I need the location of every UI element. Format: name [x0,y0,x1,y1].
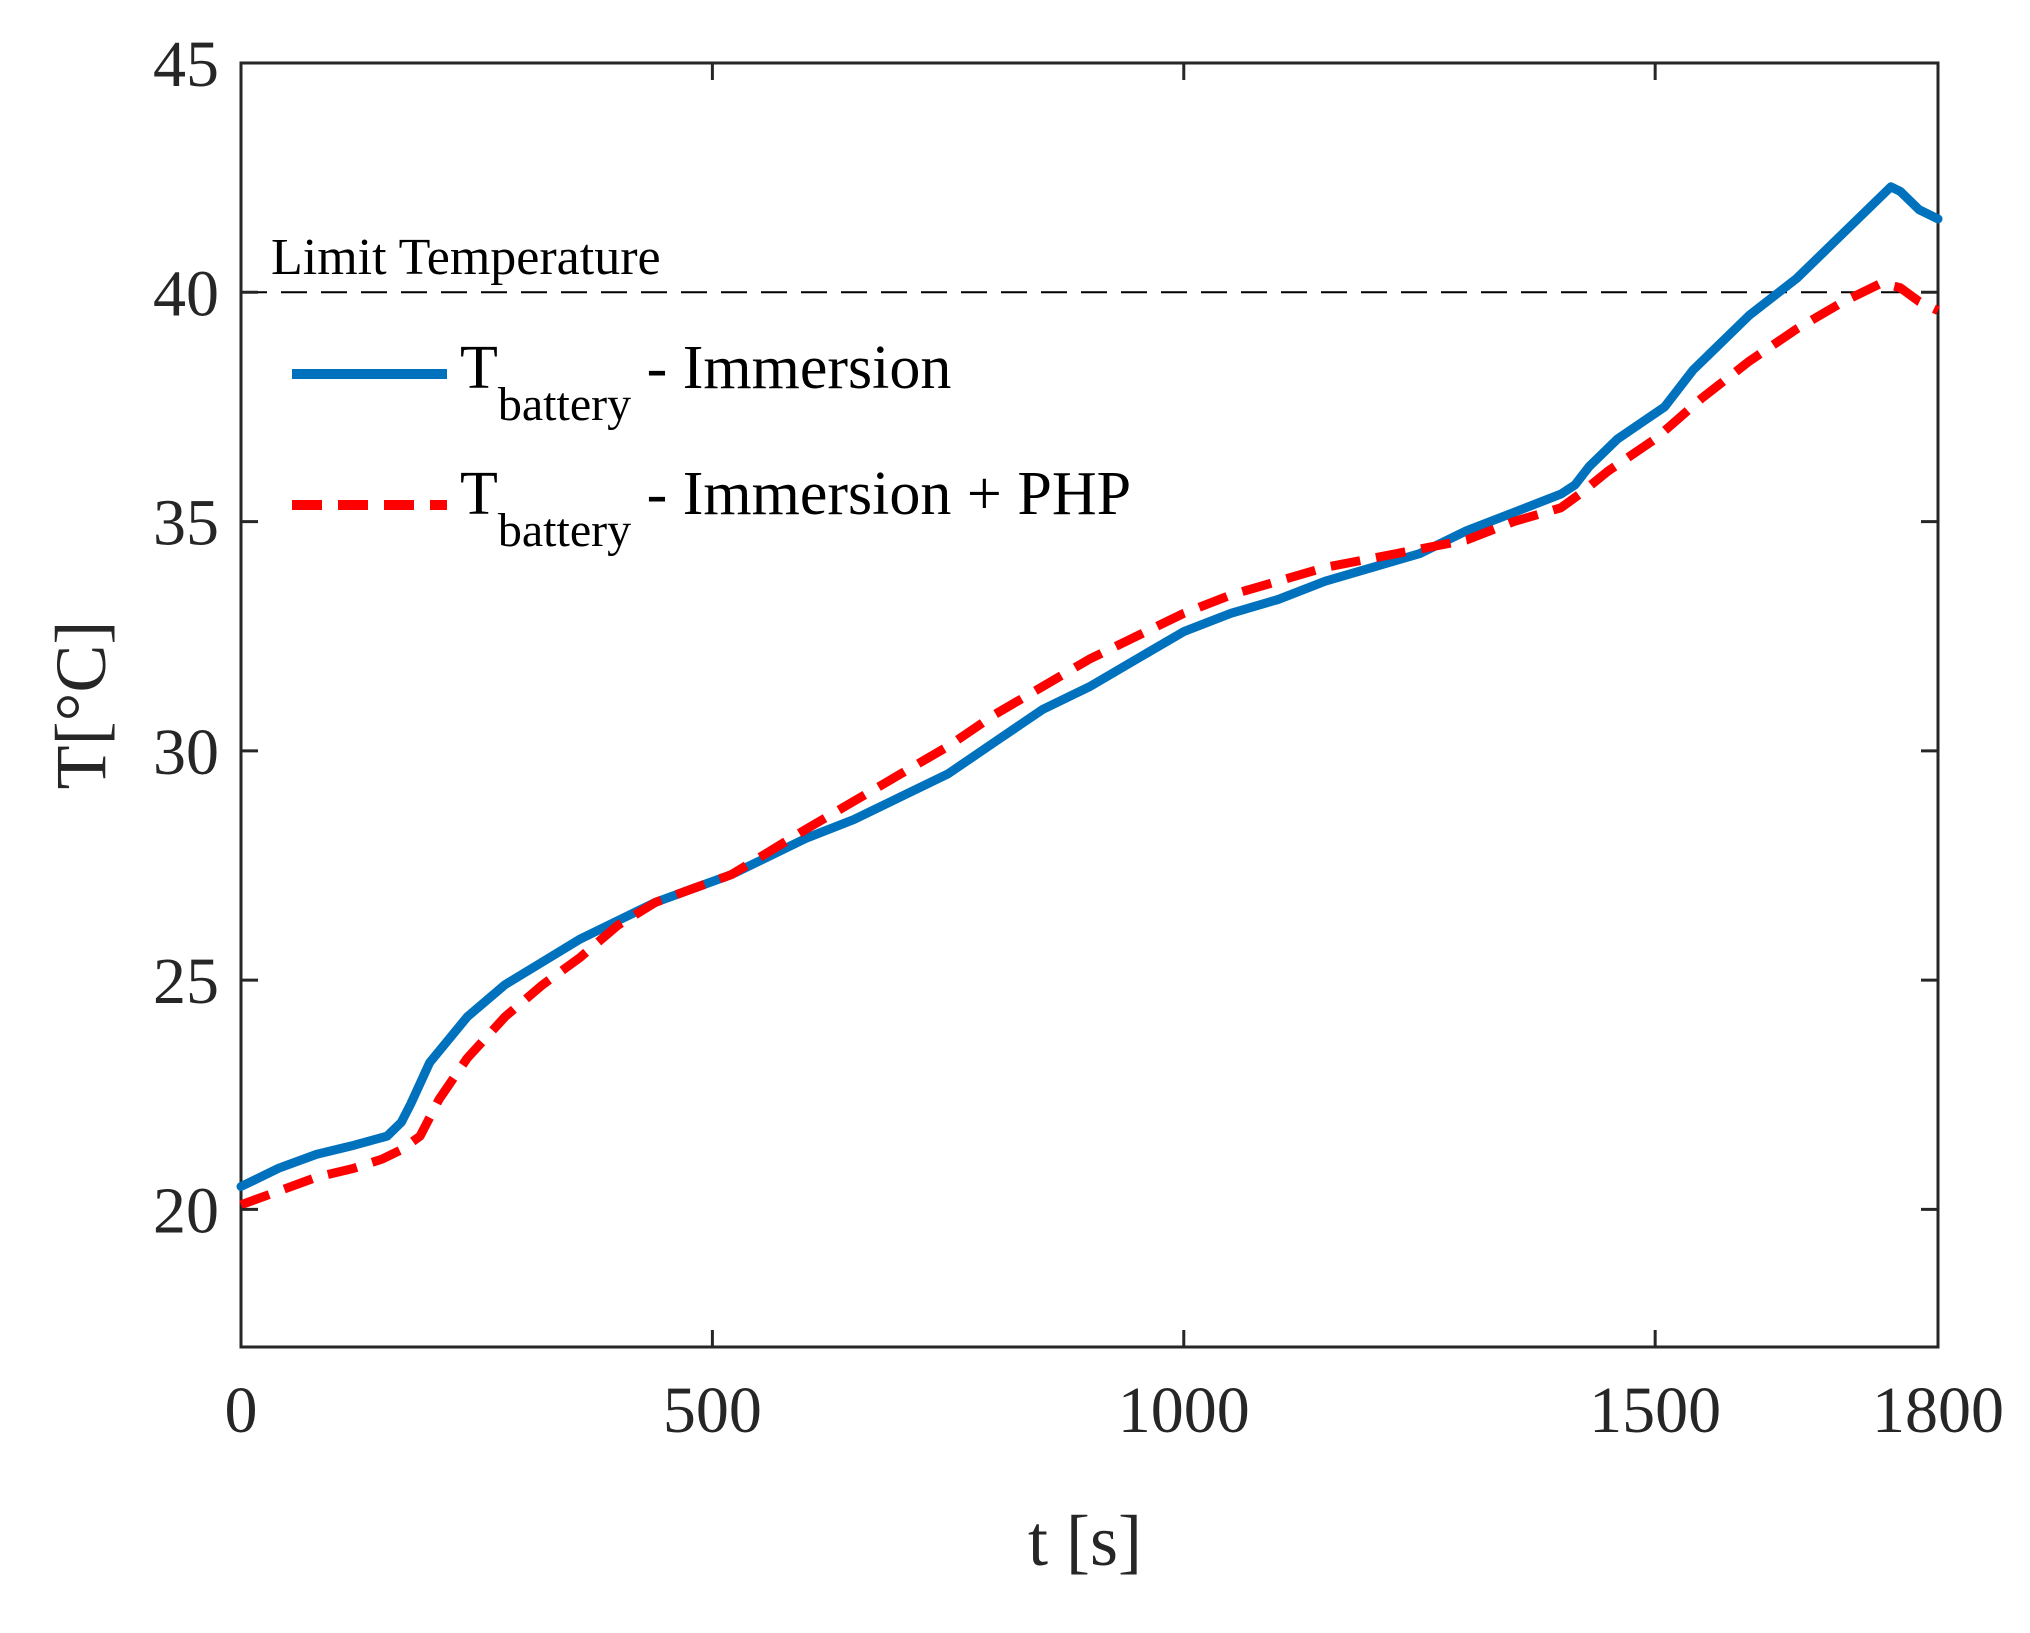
legend-label-immersion: Tbattery - Immersion [460,334,951,431]
y-axis-label: T[°C] [41,621,121,790]
y-tick-label: 40 [153,257,219,330]
y-tick-label: 20 [153,1174,219,1247]
legend-sub-immersion: battery [498,378,631,431]
plot-area-frame [239,61,1940,1349]
x-tick-label: 0 [225,1374,258,1447]
legend: Tbattery - Immersion Tbattery - Immersio… [292,334,1131,557]
y-tick-label: 35 [153,487,219,560]
x-axis-label: t [s] [1028,1501,1142,1581]
legend-suffix-immersion: - Immersion [631,334,951,402]
y-tick-label: 25 [153,945,219,1018]
legend-main-immersion: T [460,334,498,402]
legend-main-immersion-php: T [460,460,498,528]
series-line-immersion-php [239,278,1940,1210]
series-line-immersion [236,182,1943,1191]
y-tick-label: 45 [153,28,219,101]
x-tick-label: 500 [663,1374,762,1447]
legend-sub-immersion-php: battery [498,504,631,557]
y-tick-label: 30 [153,716,219,789]
x-tick-label: 1500 [1589,1374,1721,1447]
x-tick-label: 1800 [1872,1374,2004,1447]
legend-suffix-immersion-php: - Immersion + PHP [631,460,1131,528]
x-tick-label: 1000 [1118,1374,1250,1447]
legend-label-immersion-php: Tbattery - Immersion + PHP [460,460,1131,557]
limit-temperature-label: Limit Temperature [271,229,661,286]
